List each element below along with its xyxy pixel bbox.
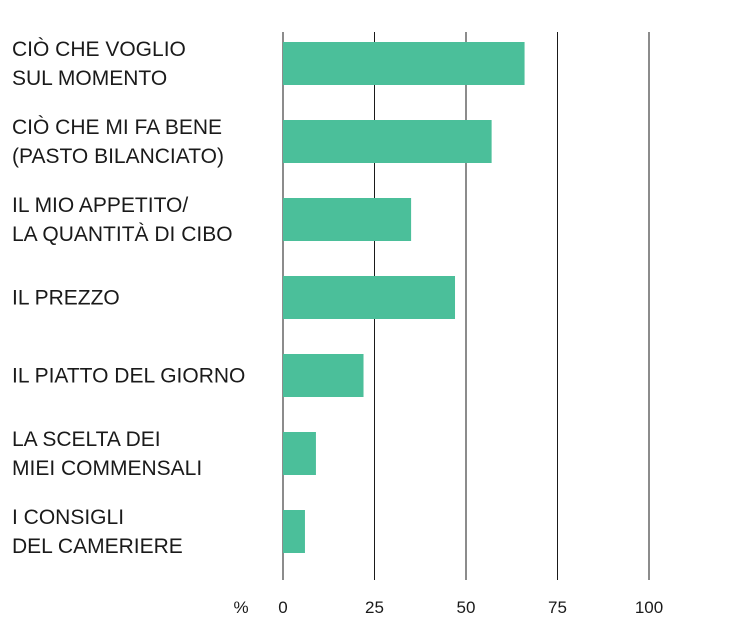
bar-3 <box>283 276 456 319</box>
bars <box>283 42 525 553</box>
tick-label-0: 0 <box>278 598 287 617</box>
category-label-5: LA SCELTA DEI MIEI COMMENSALI <box>12 428 202 480</box>
bar-0 <box>283 42 525 85</box>
category-label-4: IL PIATTO DEL GIORNO <box>12 365 245 388</box>
tick-label-75: 75 <box>548 598 567 617</box>
category-label-line: CIÒ CHE MI FA BENE <box>12 116 222 139</box>
x-axis-ticks: % 0 25 50 75 100 <box>233 598 663 617</box>
tick-label-50: 50 <box>457 598 476 617</box>
bar-5 <box>283 432 316 475</box>
tick-label-100: 100 <box>635 598 663 617</box>
category-label-line: (PASTO BILANCIATO) <box>12 145 224 168</box>
unit-label: % <box>233 598 248 617</box>
category-labels: CIÒ CHE VOGLIO SUL MOMENTO CIÒ CHE MI FA B… <box>12 38 245 558</box>
category-label-line: LA QUANTITÀ DI CIBO <box>12 223 233 246</box>
category-label-line: IL PREZZO <box>12 287 120 310</box>
category-label-line: LA SCELTA DEI <box>12 428 161 451</box>
bar-6 <box>283 510 305 553</box>
category-label-line: DEL CAMERIERE <box>12 535 183 558</box>
category-label-line: CIÒ CHE VOGLIO <box>12 38 186 61</box>
tick-label-25: 25 <box>365 598 384 617</box>
category-label-line: SUL MOMENTO <box>12 67 167 90</box>
category-label-0: CIÒ CHE VOGLIO SUL MOMENTO <box>12 38 186 90</box>
category-label-6: I CONSIGLI DEL CAMERIERE <box>12 506 183 558</box>
category-label-line: IL PIATTO DEL GIORNO <box>12 365 245 388</box>
category-label-1: CIÒ CHE MI FA BENE (PASTO BILANCIATO) <box>12 116 224 168</box>
bar-1 <box>283 120 492 163</box>
bar-4 <box>283 354 364 397</box>
category-label-line: I CONSIGLI <box>12 506 124 529</box>
category-label-line: IL MIO APPETITO/ <box>12 194 188 217</box>
category-label-3: IL PREZZO <box>12 287 120 310</box>
category-label-2: IL MIO APPETITO/LA QUANTITÀ DI CIBO <box>12 194 233 246</box>
bar-2 <box>283 198 412 241</box>
category-label-line: MIEI COMMENSALI <box>12 457 202 480</box>
